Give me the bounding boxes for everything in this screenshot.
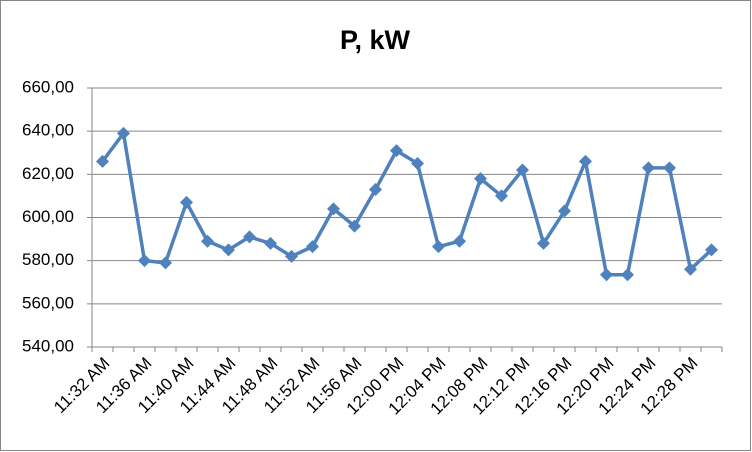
data-marker xyxy=(432,240,445,254)
data-marker xyxy=(600,268,613,282)
data-marker xyxy=(705,243,718,257)
data-marker xyxy=(117,126,130,140)
data-marker xyxy=(285,249,298,263)
data-marker xyxy=(411,157,424,171)
data-marker xyxy=(579,154,592,168)
y-tick-label: 640,00 xyxy=(22,121,74,140)
data-marker xyxy=(453,234,466,248)
data-marker xyxy=(222,243,235,257)
data-marker xyxy=(180,195,193,209)
data-marker xyxy=(369,182,382,196)
data-marker xyxy=(138,254,151,268)
data-marker xyxy=(537,236,550,250)
data-marker xyxy=(663,161,676,175)
y-tick-label: 540,00 xyxy=(22,336,74,355)
data-marker xyxy=(474,172,487,186)
y-tick-label: 580,00 xyxy=(22,250,74,269)
y-tick-label: 560,00 xyxy=(22,293,74,312)
data-marker xyxy=(348,219,361,233)
data-marker xyxy=(327,202,340,216)
data-marker xyxy=(201,234,214,248)
data-marker xyxy=(516,163,529,177)
y-tick-label: 620,00 xyxy=(22,164,74,183)
data-marker xyxy=(684,262,697,276)
data-marker xyxy=(96,154,109,168)
data-marker xyxy=(621,268,634,282)
data-marker xyxy=(495,189,508,203)
data-marker xyxy=(264,236,277,250)
data-marker xyxy=(642,161,655,175)
y-tick-label: 600,00 xyxy=(22,207,74,226)
data-marker xyxy=(390,144,403,158)
data-marker xyxy=(159,256,172,270)
data-marker xyxy=(243,230,256,244)
data-marker xyxy=(306,240,319,254)
chart-title: P, kW xyxy=(340,25,411,55)
data-marker xyxy=(558,204,571,218)
y-tick-label: 660,00 xyxy=(22,77,74,96)
